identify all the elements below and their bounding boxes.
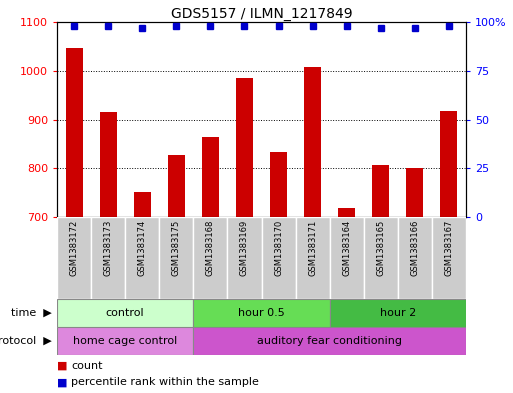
Text: protocol  ▶: protocol ▶	[0, 336, 52, 346]
Text: home cage control: home cage control	[73, 336, 177, 346]
Bar	[66, 48, 83, 393]
Bar	[236, 78, 253, 393]
Bar	[193, 327, 466, 355]
Bar	[57, 217, 91, 299]
Text: GSM1383170: GSM1383170	[274, 219, 283, 276]
Bar	[227, 217, 262, 299]
Bar	[100, 112, 116, 393]
Bar	[159, 217, 193, 299]
Text: percentile rank within the sample: percentile rank within the sample	[71, 377, 259, 387]
Bar	[262, 217, 295, 299]
Text: hour 2: hour 2	[380, 308, 416, 318]
Text: GSM1383173: GSM1383173	[104, 219, 113, 276]
Bar	[193, 299, 330, 327]
Bar	[304, 67, 321, 393]
Bar	[270, 152, 287, 393]
Text: GSM1383167: GSM1383167	[444, 219, 453, 276]
Text: GSM1383171: GSM1383171	[308, 219, 317, 276]
Bar	[330, 299, 466, 327]
Bar	[338, 208, 355, 393]
Title: GDS5157 / ILMN_1217849: GDS5157 / ILMN_1217849	[171, 7, 352, 21]
Bar	[91, 217, 125, 299]
Bar	[372, 165, 389, 393]
Text: GSM1383169: GSM1383169	[240, 219, 249, 276]
Bar	[398, 217, 432, 299]
Bar	[432, 217, 466, 299]
Bar	[295, 217, 330, 299]
Bar	[134, 192, 151, 393]
Bar	[168, 154, 185, 393]
Bar	[364, 217, 398, 299]
Text: control: control	[106, 308, 145, 318]
Text: GSM1383164: GSM1383164	[342, 219, 351, 276]
Text: GSM1383165: GSM1383165	[377, 219, 385, 276]
Bar	[193, 217, 227, 299]
Bar	[125, 217, 159, 299]
Bar	[441, 111, 458, 393]
Text: count: count	[71, 361, 103, 371]
Text: auditory fear conditioning: auditory fear conditioning	[257, 336, 402, 346]
Text: GSM1383175: GSM1383175	[172, 219, 181, 276]
Text: ■: ■	[57, 377, 68, 387]
Text: GSM1383168: GSM1383168	[206, 219, 215, 276]
Text: GSM1383172: GSM1383172	[70, 219, 78, 276]
Text: time  ▶: time ▶	[11, 308, 52, 318]
Text: GSM1383166: GSM1383166	[410, 219, 419, 276]
Text: hour 0.5: hour 0.5	[238, 308, 285, 318]
Bar	[57, 299, 193, 327]
Bar	[330, 217, 364, 299]
Bar	[57, 327, 193, 355]
Bar	[406, 168, 423, 393]
Text: ■: ■	[57, 361, 68, 371]
Text: GSM1383174: GSM1383174	[137, 219, 147, 276]
Bar	[202, 136, 219, 393]
